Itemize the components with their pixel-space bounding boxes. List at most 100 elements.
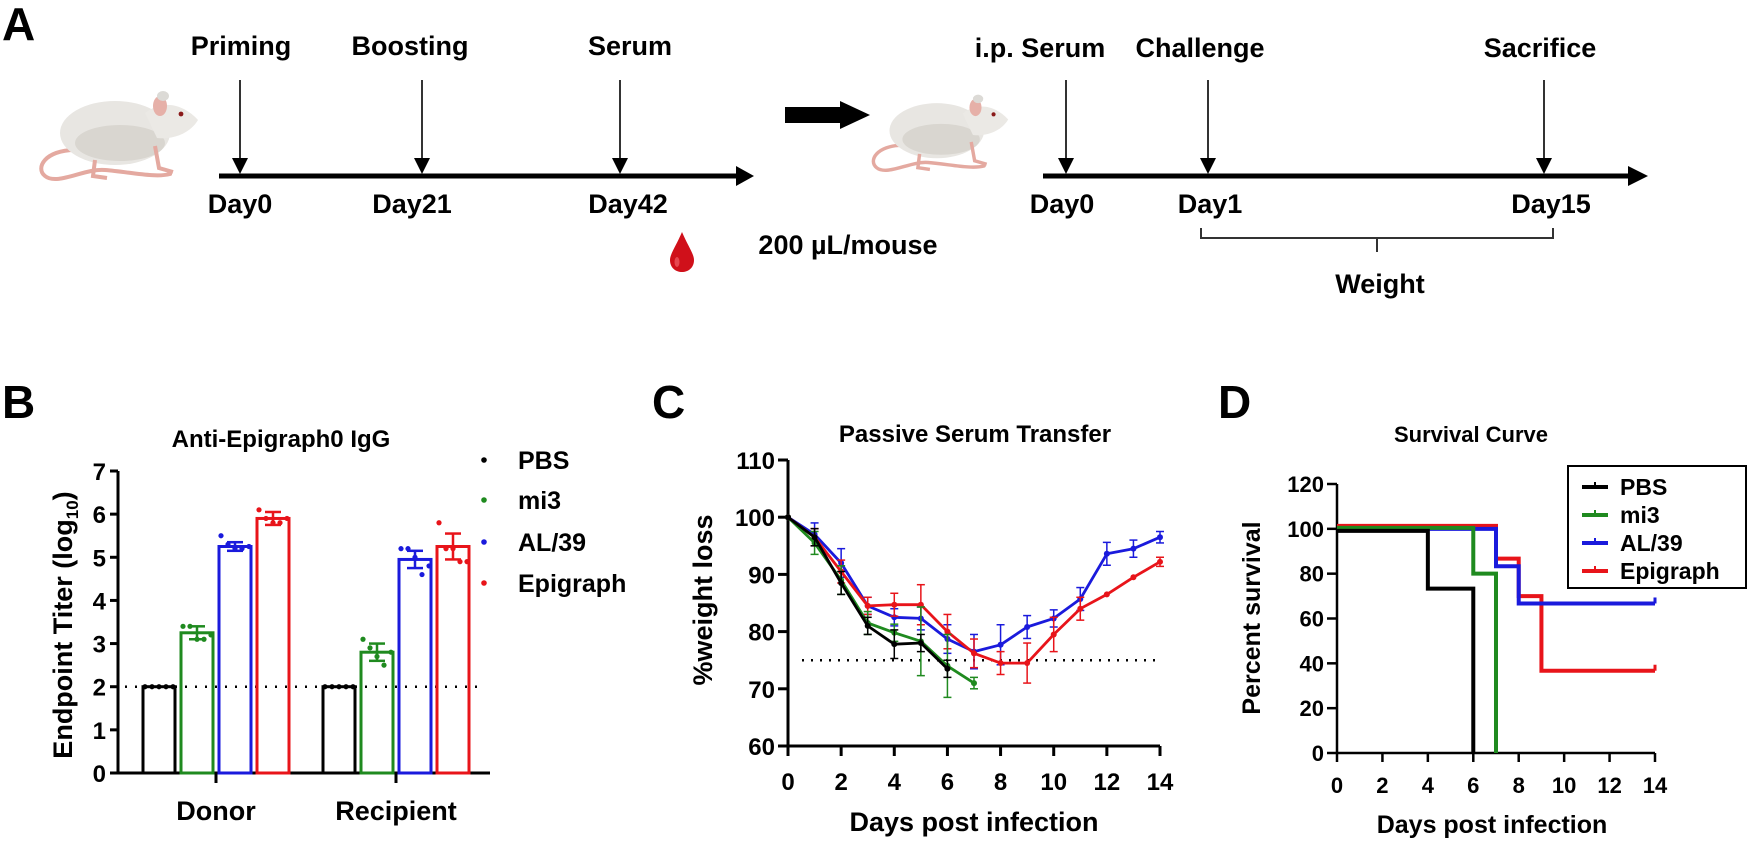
- bar: [217, 545, 253, 775]
- weight-bracket: [1200, 228, 1554, 252]
- chart-title-b: Anti-Epigraph0 IgG: [172, 426, 391, 453]
- data-point: [322, 684, 328, 690]
- data-point: [450, 546, 456, 552]
- timeline-day-label: Day0: [1030, 189, 1095, 219]
- legend-label-b: Epigraph: [518, 570, 626, 598]
- data-point: [944, 628, 951, 635]
- x-tick-label-c: 8: [994, 769, 1007, 796]
- bar: [321, 685, 357, 775]
- bar: [255, 516, 291, 775]
- x-tick-label-c: 12: [1094, 769, 1121, 796]
- data-point: [944, 665, 951, 672]
- y-tick-label-c: 90: [748, 562, 775, 589]
- data-point: [246, 543, 252, 550]
- data-point: [1024, 660, 1031, 667]
- data-point: [1077, 605, 1084, 612]
- data-point: [443, 546, 449, 552]
- x-tick-label-c: 14: [1147, 769, 1174, 796]
- data-point: [1130, 574, 1137, 581]
- panel-letter-a: A: [2, 0, 35, 50]
- data-point: [367, 645, 373, 651]
- legend-label-d: PBS: [1620, 474, 1667, 500]
- data-point: [785, 514, 791, 521]
- legend-label-d: mi3: [1620, 502, 1660, 528]
- y-tick-label-d: 0: [1312, 741, 1324, 766]
- transfer-arrow-icon: [785, 101, 870, 129]
- data-point: [263, 515, 269, 522]
- x-tick-label-c: 0: [781, 769, 794, 796]
- x-tick-label-c: 6: [941, 769, 954, 796]
- data-point: [270, 520, 276, 526]
- y-tick-label-d: 20: [1300, 696, 1324, 721]
- x-tick-label-d: 12: [1597, 773, 1621, 798]
- transfer-volume-label: 200 µL/mouse: [758, 230, 937, 260]
- data-point: [1157, 534, 1163, 541]
- timeline-event-label: Sacrifice: [1484, 33, 1597, 63]
- timeline-arrow-head-icon: [232, 158, 248, 174]
- legend-marker-b: [481, 539, 487, 545]
- series-line-mi3: [787, 516, 975, 685]
- y-tick-label-b: 0: [93, 761, 106, 788]
- data-point: [149, 684, 155, 690]
- data-point: [284, 515, 290, 522]
- legend-label-b: mi3: [518, 487, 561, 515]
- y-tick-label-c: 80: [748, 620, 775, 647]
- x-category-label: Donor: [176, 796, 256, 826]
- bar: [179, 631, 215, 775]
- x-tick-label-d: 0: [1331, 773, 1343, 798]
- data-point: [232, 546, 238, 552]
- x-tick-label-d: 6: [1467, 773, 1479, 798]
- data-point: [277, 520, 283, 526]
- data-point: [201, 636, 207, 642]
- data-point: [180, 623, 186, 629]
- data-point: [864, 622, 871, 629]
- data-point: [1157, 558, 1163, 565]
- timeline-arrow-head-icon: [612, 158, 628, 174]
- data-point: [457, 559, 463, 565]
- y-tick-label-d: 120: [1287, 472, 1324, 497]
- data-point: [436, 520, 442, 526]
- data-point: [1050, 631, 1057, 638]
- timeline-day-label: Day1: [1178, 189, 1243, 219]
- legend-marker-b: [481, 457, 487, 463]
- y-tick-label-b: 7: [93, 459, 106, 486]
- y-tick-label-b: 4: [93, 588, 107, 615]
- data-point: [208, 632, 214, 638]
- data-point: [194, 636, 200, 642]
- data-point: [388, 649, 394, 655]
- timeline-arrow-head-icon: [414, 158, 430, 174]
- data-point: [187, 623, 193, 629]
- y-tick-label-b: 1: [93, 718, 106, 745]
- timeline-event-label: Challenge: [1135, 33, 1264, 63]
- timeline-immunization: Priming Day0 Boosting Day21 Serum Day42: [191, 31, 754, 219]
- survival-curve-pbs: [1337, 528, 1476, 753]
- survival-curve-mi3: [1337, 525, 1498, 753]
- timeline-arrow-head-icon: [1058, 158, 1074, 174]
- timeline-event-label: Serum: [588, 31, 672, 61]
- data-point: [464, 559, 470, 565]
- y-tick-label-c: 60: [748, 734, 775, 761]
- legend-marker-b: [481, 580, 487, 586]
- timeline-arrow-head-icon: [1536, 158, 1552, 174]
- data-point: [170, 684, 176, 690]
- panel-d: D Survival Curve Percent survival Days p…: [1218, 376, 1747, 839]
- x-category-label: Recipient: [335, 796, 457, 826]
- x-tick-label-d: 14: [1643, 773, 1668, 798]
- chart-title-d: Survival Curve: [1394, 422, 1548, 447]
- data-point: [891, 601, 898, 608]
- timeline-day-label: Day42: [588, 189, 668, 219]
- panel-c: C Passive Serum Transfer %weight loss Da…: [652, 376, 1174, 837]
- x-axis-title-d: Days post infection: [1377, 811, 1608, 839]
- data-point: [891, 641, 898, 648]
- data-point: [1103, 591, 1110, 598]
- y-axis-title-c: %weight loss: [688, 514, 718, 685]
- y-tick-label-b: 5: [93, 545, 106, 572]
- data-point: [343, 684, 349, 690]
- data-point: [239, 546, 245, 552]
- timeline-arrow-head-icon: [1200, 158, 1216, 174]
- y-tick-label-c: 70: [748, 677, 775, 704]
- data-point: [997, 660, 1004, 667]
- timeline-challenge: i.p. Serum Day0 Challenge Day1 Sacrifice Day1…: [975, 33, 1648, 219]
- timeline-event-label: i.p. Serum: [975, 33, 1106, 63]
- data-point: [426, 563, 432, 569]
